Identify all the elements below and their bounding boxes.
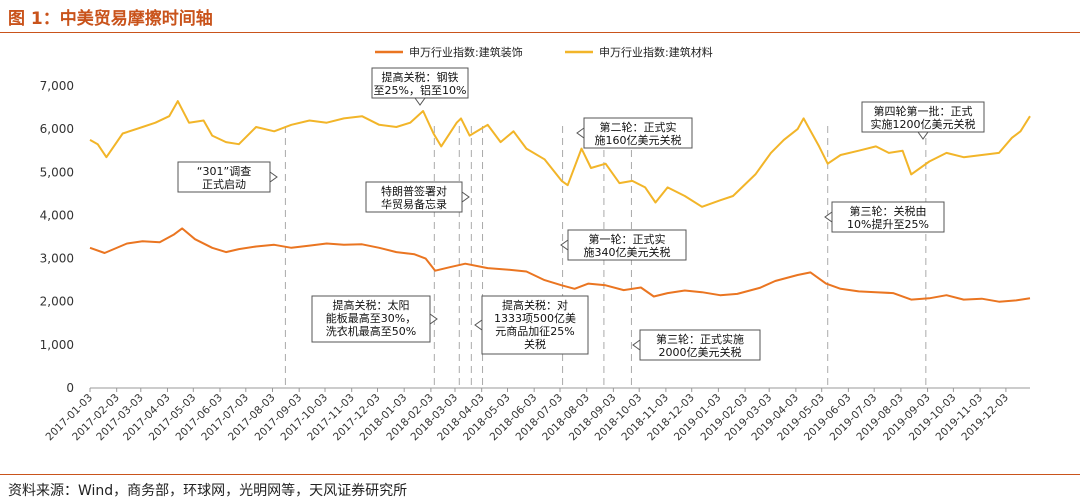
annotation-text: 施160亿美元关税 xyxy=(595,133,682,147)
annotation-pointer xyxy=(429,313,438,325)
legend-label-0: 申万行业指数:建筑装饰 xyxy=(409,45,523,59)
annotation-pointer xyxy=(824,211,833,223)
series-lines xyxy=(89,100,1031,303)
annotation-pointer xyxy=(461,191,470,203)
source-divider xyxy=(0,474,1080,475)
legend-label-1: 申万行业指数:建筑材料 xyxy=(599,45,713,59)
trade-friction-chart: 申万行业指数:建筑装饰 申万行业指数:建筑材料 0 1,000 2,000 3,000 4… xyxy=(40,45,1031,443)
annotation-box xyxy=(311,295,431,343)
annotation-text: 施340亿美元关税 xyxy=(584,245,671,259)
x-axis: 2017-01-032017-02-032017-03-032017-04-03… xyxy=(43,388,1011,443)
series-line-1 xyxy=(89,100,1031,208)
annotation-box xyxy=(831,201,945,233)
annotation-text: 特朗普签署对 xyxy=(381,184,447,198)
annotation-text: 元商品加征25% xyxy=(495,324,574,338)
annotation-text: 洗衣机最高至50% xyxy=(326,324,416,338)
annotation-box xyxy=(567,229,687,261)
annotation-box xyxy=(365,181,463,213)
annotation-text: “301”调查 xyxy=(197,164,251,178)
annotation-pointer xyxy=(560,239,569,251)
annotation-box xyxy=(177,161,271,193)
annotation-text: 提高关税：太阳 xyxy=(333,298,410,312)
annotation-text: 第三轮：关税由 xyxy=(850,204,927,218)
annotation-text: 正式启动 xyxy=(202,178,246,191)
y-tick-label: 4,000 xyxy=(40,208,74,222)
y-tick-label: 5,000 xyxy=(40,165,74,179)
annotation-text: 10%提升至25% xyxy=(847,218,929,231)
annotation-pointer xyxy=(269,171,278,183)
source-note: 资料来源：Wind，商务部，环球网，光明网等，天风证券研究所 xyxy=(8,483,408,499)
annotation-pointer xyxy=(576,127,585,139)
y-tick-label: 2,000 xyxy=(40,295,74,309)
annotation-pointer xyxy=(917,131,929,140)
y-tick-label: 7,000 xyxy=(40,79,74,93)
annotation-text: 第四轮第一批：正式 xyxy=(874,104,973,118)
annotation-pointer xyxy=(474,319,483,331)
annotation-text: 1333项500亿美 xyxy=(494,312,576,325)
annotation-text: 提高关税：对 xyxy=(502,298,568,312)
annotation-box xyxy=(481,295,589,355)
annotation-box xyxy=(583,117,693,149)
annotation-text: 第一轮：正式实 xyxy=(589,232,666,246)
annotation-box xyxy=(861,101,985,133)
figure-title: 图 1：中美贸易摩擦时间轴 xyxy=(8,9,213,29)
annotation-text: 实施1200亿美元关税 xyxy=(871,117,976,131)
annotation-pointer xyxy=(632,339,641,351)
y-tick-label: 3,000 xyxy=(40,252,74,266)
annotation-text: 第三轮：正式实施 xyxy=(656,332,744,346)
chart-legend: 申万行业指数:建筑装饰 申万行业指数:建筑材料 xyxy=(375,45,713,59)
annotation-box xyxy=(639,329,761,361)
annotation-text: 能板最高至30%， xyxy=(326,311,416,325)
annotation-text: 至25%，铝至10% xyxy=(374,83,467,97)
annotation-text: 提高关税：钢铁 xyxy=(382,70,459,84)
annotation-text: 关税 xyxy=(524,337,546,351)
series-line-0 xyxy=(89,227,1031,303)
y-tick-label: 0 xyxy=(66,381,74,395)
annotation-pointer xyxy=(414,97,426,106)
annotation-text: 华贸易备忘录 xyxy=(381,197,447,211)
title-divider xyxy=(0,32,1080,33)
y-tick-label: 1,000 xyxy=(40,338,74,352)
annotation-text: 第二轮：正式实 xyxy=(600,120,677,134)
y-tick-label: 6,000 xyxy=(40,122,74,136)
y-axis: 0 1,000 2,000 3,000 4,000 5,000 6,000 7,000 xyxy=(40,79,1030,395)
annotation-text: 2000亿美元关税 xyxy=(659,345,742,359)
